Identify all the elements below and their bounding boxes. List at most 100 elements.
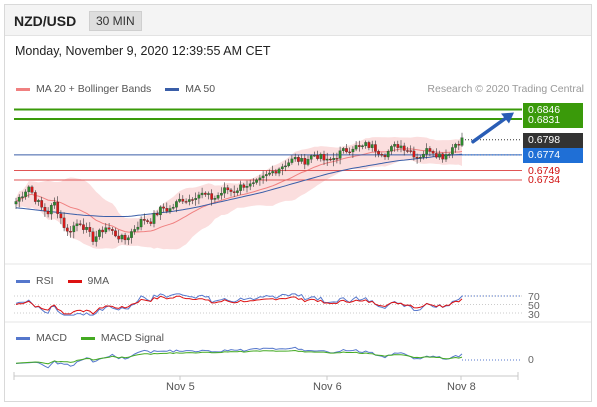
bollinger-band [16, 136, 462, 250]
candle-body [399, 145, 403, 148]
pair-title: NZD/USD [14, 13, 77, 29]
candle-body [393, 144, 396, 147]
candle-body [357, 145, 361, 147]
candle-body [341, 148, 345, 151]
candle-body [309, 155, 313, 160]
candle-body [300, 158, 303, 162]
candle-body [248, 183, 252, 187]
candle-body [85, 227, 88, 230]
candle-body [274, 171, 278, 174]
rsi-line [15, 293, 463, 316]
bollinger-swatch [16, 87, 30, 91]
x-label-nov6: Nov 6 [313, 381, 342, 393]
macd-signal-swatch [80, 336, 95, 340]
candle-body [149, 221, 153, 224]
candle-body [364, 142, 368, 147]
candle-body [155, 213, 159, 216]
candle-body [425, 148, 429, 155]
candle-body [104, 227, 108, 233]
candle-body [101, 229, 104, 233]
candle-body [142, 219, 146, 221]
candle-body [94, 236, 98, 242]
rsi-ma-swatch [67, 279, 82, 283]
candle-body [49, 205, 53, 215]
chart-header: NZD/USD 30 MIN [5, 5, 591, 36]
candle-body [165, 208, 169, 212]
candle-body [75, 223, 79, 226]
candle-body [332, 158, 336, 161]
candle-body [428, 148, 432, 152]
candle-body [457, 144, 461, 146]
rsi-ma-line [15, 295, 463, 315]
candle-body [200, 192, 204, 196]
candle-body [412, 150, 416, 158]
candle-body [130, 231, 133, 238]
candle-body [184, 201, 188, 203]
candle-body [197, 194, 201, 199]
candle-body [261, 175, 265, 179]
candle-body [229, 189, 233, 192]
candle-body [322, 154, 326, 161]
main-legend: MA 20 + Bollinger Bands MA 50 [16, 83, 215, 95]
candle-body [319, 154, 323, 159]
resistance-2-label: 0.6831 [523, 113, 583, 128]
candle-body [422, 153, 425, 158]
candle-body [409, 150, 413, 152]
candle-body [396, 144, 400, 148]
timeframe-badge[interactable]: 30 MIN [89, 11, 142, 31]
candle-body [72, 225, 76, 233]
candle-body [175, 201, 178, 208]
target-arrow-head [501, 112, 514, 124]
candle-body [152, 213, 156, 224]
candle-body [451, 147, 454, 155]
macd-zero-label: 0 [528, 354, 534, 366]
candle-body [33, 192, 37, 202]
candle-body [69, 231, 72, 233]
candle-body [181, 198, 185, 202]
candle-body [114, 230, 117, 237]
candle-body [367, 142, 371, 148]
ma50-swatch [165, 87, 180, 91]
macd-legend: MACD MACD Signal [16, 332, 164, 344]
candle-body [271, 171, 275, 174]
ma50-legend-label: MA 50 [185, 83, 216, 95]
rsi-30-label: 30 [528, 309, 540, 321]
macd-signal-line [15, 349, 463, 365]
candle-body [162, 206, 165, 209]
candle-body [431, 151, 435, 154]
candle-body [280, 166, 284, 170]
candle-body [264, 174, 268, 177]
candle-body [377, 151, 380, 155]
candle-body [146, 220, 149, 222]
candle-body [303, 158, 307, 165]
candle-body [313, 155, 316, 157]
candle-body [345, 148, 348, 153]
target-arrow-shaft [471, 114, 510, 144]
candle-body [380, 154, 384, 156]
candle-body [82, 224, 85, 230]
candle-body [178, 198, 181, 202]
candle-body [59, 213, 63, 219]
candle-body [136, 226, 140, 230]
candle-body [252, 182, 255, 184]
candle-body [53, 201, 56, 206]
candle-body [40, 200, 44, 208]
candle-body [223, 187, 226, 194]
candle-body [370, 144, 374, 148]
macd-swatch [16, 336, 30, 340]
ma50-line [15, 153, 463, 217]
candle-body [191, 199, 194, 201]
candle-body [126, 237, 130, 241]
candle-body [434, 153, 438, 158]
candle-body [454, 144, 457, 148]
candle-body [194, 198, 198, 200]
rsi-legend: RSI 9MA [16, 275, 109, 287]
candle-body [447, 153, 451, 156]
candle-body [139, 219, 143, 228]
candle-body [406, 150, 409, 152]
candle-body [232, 191, 236, 193]
macd-signal-legend-label: MACD Signal [100, 332, 164, 344]
support-2-label: 0.6734 [528, 174, 561, 186]
candle-body [117, 235, 121, 240]
